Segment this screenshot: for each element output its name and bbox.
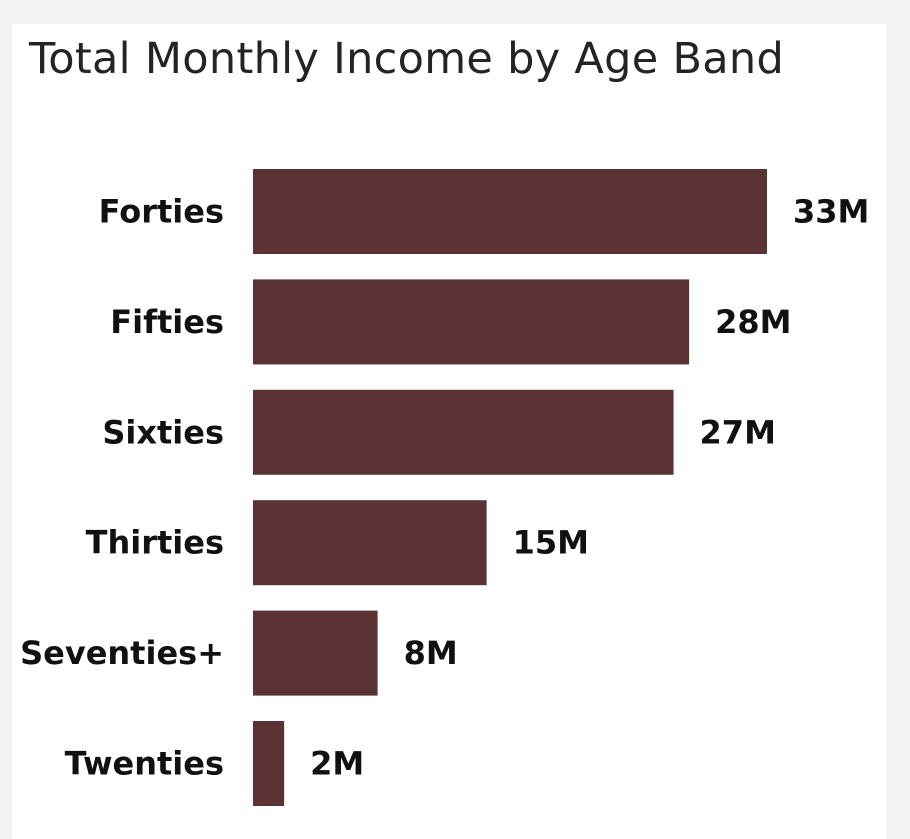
category-label-sixties: Sixties	[102, 413, 224, 451]
value-label-fifties: 28M	[715, 303, 791, 341]
bar-seventies[interactable]	[253, 610, 378, 696]
bar-twenties[interactable]	[253, 721, 285, 806]
bar-fifties[interactable]	[253, 279, 690, 365]
chart-card: Total Monthly Income by Age Band Forties…	[12, 24, 886, 839]
category-label-forties: Forties	[99, 193, 224, 231]
value-label-forties: 33M	[793, 193, 869, 231]
bar-sixties[interactable]	[253, 389, 674, 475]
chart-title: Total Monthly Income by Age Band	[29, 34, 785, 84]
category-label-fifties: Fifties	[110, 303, 224, 341]
bars-layer: Forties 33M Fifties 28M Sixties 27M Thirties 15…	[20, 169, 869, 806]
bar-chart: Forties 33M Fifties 28M Sixties 27M Thirties 15…	[20, 169, 869, 806]
value-label-thirties: 15M	[513, 524, 589, 562]
category-label-twenties: Twenties	[65, 745, 224, 783]
category-label-thirties: Thirties	[86, 524, 224, 562]
value-label-sixties: 27M	[700, 413, 776, 451]
category-label-seventies: Seventies+	[20, 634, 224, 672]
bar-thirties[interactable]	[253, 500, 487, 586]
value-label-seventies: 8M	[404, 634, 458, 672]
bar-forties[interactable]	[253, 169, 767, 254]
value-label-twenties: 2M	[310, 745, 364, 783]
